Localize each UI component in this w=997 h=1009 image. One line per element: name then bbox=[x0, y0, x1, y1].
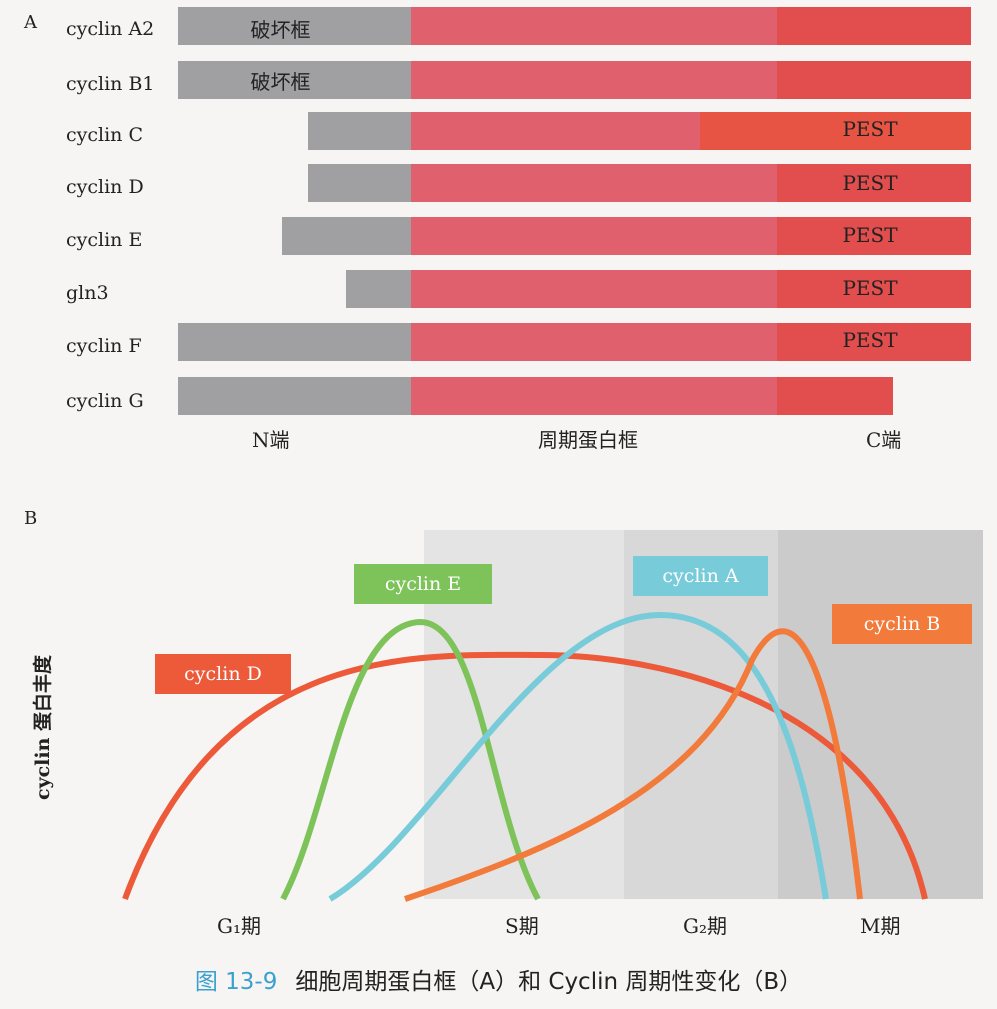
panel-a-letter: A bbox=[24, 12, 37, 33]
n-region-gln3 bbox=[346, 270, 411, 308]
caption-text: 细胞周期蛋白框（A）和 Cyclin 周期性变化（B） bbox=[295, 969, 803, 995]
c-region-cyclin-g bbox=[777, 377, 893, 415]
destruction-box-label: 破坏框 bbox=[250, 18, 311, 42]
row-label-cyclin-d: cyclin D bbox=[66, 176, 144, 198]
destruction-box-label: 破坏框 bbox=[250, 70, 311, 94]
n-region-cyclin-g bbox=[178, 377, 411, 415]
c-region-cyclin-b1 bbox=[777, 61, 971, 99]
n-region-cyclin-a2 bbox=[178, 7, 411, 45]
cyclin-e-curve bbox=[280, 618, 541, 901]
n-region-cyclin-f bbox=[178, 323, 411, 361]
cyclin-a-curve bbox=[328, 611, 829, 902]
cyclin-box-cyclin-a2 bbox=[411, 7, 777, 45]
cyclin-b-curve bbox=[404, 628, 863, 902]
cyclin-box-cyclin-f bbox=[411, 323, 777, 361]
row-label-gln3: gln3 bbox=[66, 282, 109, 304]
c-region-cyclin-d bbox=[777, 164, 971, 202]
figure-number: 图 13-9 bbox=[194, 969, 278, 995]
n-region-cyclin-c bbox=[308, 112, 411, 150]
pest-label: PEST bbox=[842, 328, 898, 352]
row-label-cyclin-c: cyclin C bbox=[66, 124, 143, 146]
cyclin-box-cyclin-c bbox=[411, 112, 700, 150]
phase-label-g2: G₂期 bbox=[683, 914, 727, 938]
n-region-cyclin-d bbox=[308, 164, 411, 202]
c-region-gln3 bbox=[777, 270, 971, 308]
cyclin-b-tag: cyclin B bbox=[832, 604, 972, 644]
c-region-cyclin-c bbox=[700, 112, 971, 150]
cyclin-d-tag: cyclin D bbox=[155, 654, 291, 694]
cyclin-box-cyclin-d bbox=[411, 164, 777, 202]
cyclin-e-tag: cyclin E bbox=[354, 564, 492, 604]
pest-label: PEST bbox=[842, 117, 898, 141]
row-label-cyclin-e: cyclin E bbox=[66, 229, 143, 251]
cyclin-box-gln3 bbox=[411, 270, 777, 308]
cyclin-box-axis-label: 周期蛋白框 bbox=[538, 428, 638, 452]
pest-label: PEST bbox=[842, 223, 898, 247]
phase-label-g1: G₁期 bbox=[217, 914, 261, 938]
m-phase-band bbox=[778, 530, 983, 899]
pest-label: PEST bbox=[842, 171, 898, 195]
c-region-cyclin-e bbox=[777, 217, 971, 255]
row-label-cyclin-g: cyclin G bbox=[66, 390, 144, 412]
row-label-cyclin-f: cyclin F bbox=[66, 335, 142, 357]
cyclin-a-tag: cyclin A bbox=[633, 556, 768, 596]
cyclin-box-cyclin-g bbox=[411, 377, 777, 415]
phase-label-m: M期 bbox=[860, 914, 901, 938]
row-label-cyclin-a2: cyclin A2 bbox=[66, 18, 155, 40]
c-terminus-label: C端 bbox=[866, 428, 902, 452]
row-label-cyclin-b1: cyclin B1 bbox=[66, 73, 155, 95]
panel-b-letter: B bbox=[24, 508, 38, 529]
pest-label: PEST bbox=[842, 276, 898, 300]
n-terminus-label: N端 bbox=[252, 428, 290, 452]
cyclin-box-cyclin-e bbox=[411, 217, 777, 255]
c-region-cyclin-f bbox=[777, 323, 971, 361]
phase-label-s: S期 bbox=[505, 914, 539, 938]
cyclin-box-cyclin-b1 bbox=[411, 61, 777, 99]
figure-caption: 图 13-9 细胞周期蛋白框（A）和 Cyclin 周期性变化（B） bbox=[0, 962, 997, 996]
n-region-cyclin-e bbox=[282, 217, 411, 255]
n-region-cyclin-b1 bbox=[178, 61, 411, 99]
c-region-cyclin-a2 bbox=[777, 7, 971, 45]
